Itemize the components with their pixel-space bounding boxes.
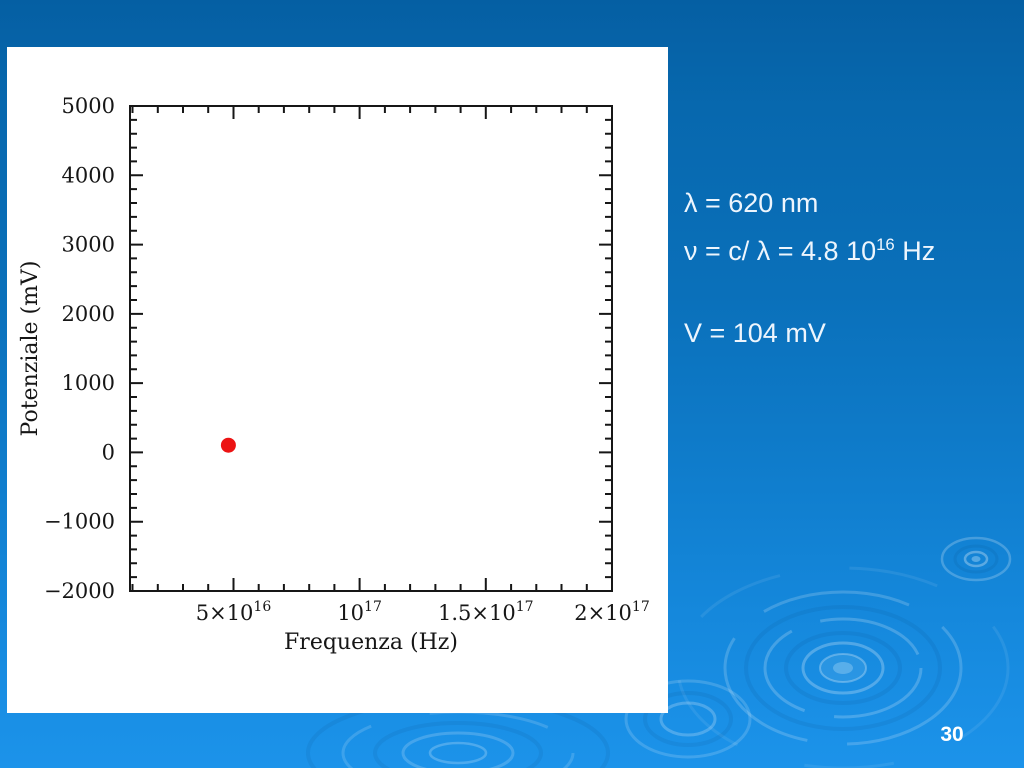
x-tick-label: 1017 xyxy=(337,599,382,625)
x-axis-title: Frequenza (Hz) xyxy=(284,630,458,655)
annotation-line: ν = c/ λ = 4.8 1016 Hz xyxy=(684,235,936,266)
chart-panel: 5×1016 1017 1.5×1017 2×1017 −2000 −1000 0 1000 2… xyxy=(7,47,668,713)
annotation-line xyxy=(684,272,935,313)
y-tick-label: 2000 xyxy=(62,302,115,326)
y-tick-label: 5000 xyxy=(62,94,115,118)
y-tick-label: 1000 xyxy=(62,371,115,395)
ripple-small-top-right xyxy=(940,536,1012,582)
y-tick-label: 4000 xyxy=(62,163,115,187)
annotation-line: λ = 620 nm xyxy=(684,188,819,218)
y-tick-label: 3000 xyxy=(62,233,115,257)
x-tick-label: 1.5×1017 xyxy=(438,599,534,625)
y-tick-label: −1000 xyxy=(44,510,115,534)
page-number: 30 xyxy=(940,723,964,746)
y-tick-label: −2000 xyxy=(44,579,115,603)
y-axis-title: Potenziale (mV) xyxy=(18,261,43,437)
scatter-plot: 5×1016 1017 1.5×1017 2×1017 −2000 −1000 0 1000 2… xyxy=(18,94,650,655)
axis-ticks xyxy=(130,105,613,592)
x-tick-label: 2×1017 xyxy=(574,599,650,625)
data-point xyxy=(220,437,236,453)
x-tick-label: 5×1016 xyxy=(196,599,272,625)
y-tick-label: 0 xyxy=(102,440,115,464)
annotation-text-block: λ = 620 nm ν = c/ λ = 4.8 1016 Hz V = 104… xyxy=(684,183,935,354)
annotation-line: V = 104 mV xyxy=(684,318,826,348)
plot-frame xyxy=(129,105,613,592)
